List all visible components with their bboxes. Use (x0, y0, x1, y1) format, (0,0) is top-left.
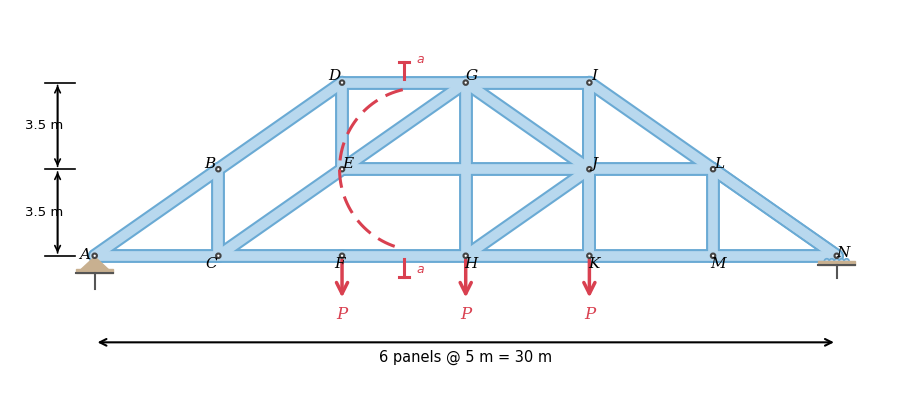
Circle shape (834, 254, 839, 258)
Circle shape (92, 254, 97, 258)
Text: L: L (714, 157, 724, 171)
Text: $a$: $a$ (416, 263, 425, 276)
Circle shape (464, 80, 468, 85)
Circle shape (839, 259, 845, 264)
Circle shape (340, 80, 345, 85)
Bar (818, 261, 856, 265)
Text: P: P (584, 307, 595, 323)
Circle shape (340, 254, 345, 258)
Text: 6 panels @ 5 m = 30 m: 6 panels @ 5 m = 30 m (379, 350, 553, 365)
Circle shape (216, 167, 221, 171)
Circle shape (464, 254, 468, 258)
Circle shape (587, 80, 591, 85)
Text: P: P (460, 307, 471, 323)
Text: E: E (343, 157, 354, 171)
Circle shape (587, 254, 591, 258)
Text: J: J (591, 157, 598, 171)
Text: M: M (711, 257, 726, 271)
Circle shape (824, 259, 830, 264)
Polygon shape (81, 257, 108, 269)
Bar (76, 269, 114, 273)
Text: 3.5 m: 3.5 m (25, 119, 63, 132)
Circle shape (587, 167, 591, 171)
Text: D: D (329, 69, 341, 84)
Circle shape (340, 167, 345, 171)
Text: A: A (79, 247, 91, 262)
Circle shape (711, 167, 715, 171)
Text: G: G (466, 69, 478, 84)
Text: $a$: $a$ (416, 53, 425, 66)
Circle shape (834, 259, 839, 264)
Text: P: P (336, 307, 347, 323)
Text: B: B (204, 157, 215, 171)
Text: F: F (334, 257, 345, 271)
Text: K: K (589, 257, 600, 271)
Circle shape (830, 259, 834, 264)
Text: H: H (464, 257, 478, 271)
Text: 3.5 m: 3.5 m (25, 206, 63, 219)
Circle shape (711, 254, 715, 258)
Circle shape (216, 254, 221, 258)
Text: N: N (836, 246, 849, 260)
Circle shape (845, 259, 849, 264)
Text: I: I (591, 69, 597, 84)
Text: C: C (205, 257, 217, 271)
